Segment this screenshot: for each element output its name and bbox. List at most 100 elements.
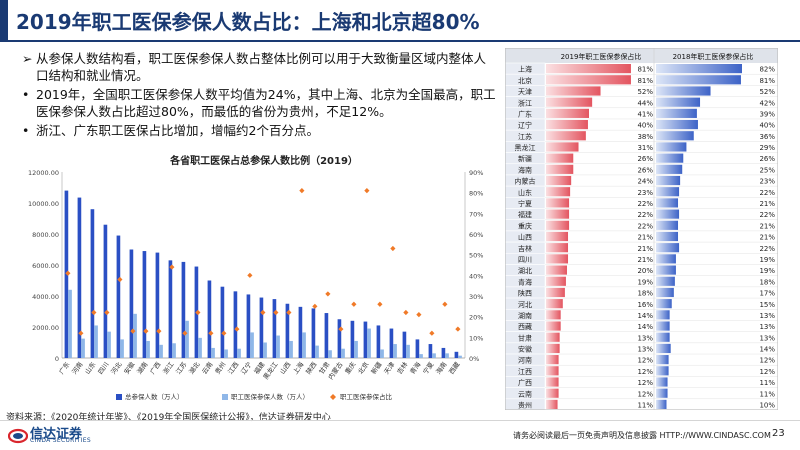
bullet-marker: • bbox=[22, 123, 30, 138]
value-2018: 23% bbox=[759, 178, 775, 186]
bar-2018 bbox=[656, 254, 676, 264]
bullet-text: 从参保人数结构看，职工医保参保人数占整体比例可以用于大致衡量区域内整体人口结构和… bbox=[36, 51, 487, 83]
x-tick-label: 广西 bbox=[148, 360, 163, 376]
title-accent-bar bbox=[0, 0, 8, 42]
x-tick-label: 天津 bbox=[382, 360, 396, 376]
bar-total bbox=[389, 328, 394, 358]
x-tick-label: 内蒙古 bbox=[326, 360, 345, 382]
value-2018: 40% bbox=[759, 122, 775, 130]
bar-2019 bbox=[546, 265, 567, 275]
value-2018: 14% bbox=[759, 346, 775, 354]
row-label: 河南 bbox=[518, 356, 532, 365]
row-label: 重庆 bbox=[518, 221, 532, 230]
x-tick-label: 浙江 bbox=[161, 360, 176, 376]
row-label: 贵州 bbox=[518, 401, 532, 410]
value-2018: 11% bbox=[759, 390, 775, 398]
row-label: 广西 bbox=[518, 378, 532, 387]
row-label: 辽宁 bbox=[518, 121, 532, 130]
value-2018: 36% bbox=[759, 133, 775, 141]
bullet-marker: • bbox=[22, 87, 30, 102]
bar-2019 bbox=[546, 108, 589, 118]
bar-2018 bbox=[656, 287, 674, 298]
x-tick-label: 云南 bbox=[200, 360, 215, 376]
bar-worker bbox=[315, 345, 319, 358]
bar-total bbox=[259, 297, 264, 358]
bar-worker bbox=[263, 342, 267, 358]
value-2018: 22% bbox=[759, 245, 775, 253]
bar-2019 bbox=[546, 276, 566, 286]
ratio-marker bbox=[351, 301, 357, 307]
row-label: 山西 bbox=[518, 233, 532, 242]
x-tick-label: 宁夏 bbox=[421, 360, 436, 376]
bar-worker bbox=[419, 354, 423, 358]
value-2019: 44% bbox=[637, 99, 653, 107]
value-2019: 21% bbox=[637, 256, 653, 264]
bar-total bbox=[363, 321, 368, 358]
bar-total bbox=[207, 280, 212, 358]
bar-worker bbox=[250, 332, 254, 358]
bar-worker bbox=[107, 331, 111, 358]
x-tick-label: 四川 bbox=[96, 361, 110, 376]
value-2019: 12% bbox=[637, 357, 653, 365]
x-tick-label: 西藏 bbox=[447, 360, 462, 376]
value-2019: 26% bbox=[637, 155, 653, 163]
bar-2019 bbox=[546, 75, 631, 85]
row-label: 安徽 bbox=[518, 345, 532, 354]
bar-worker bbox=[120, 339, 124, 358]
value-2018: 21% bbox=[759, 200, 775, 208]
value-2019: 52% bbox=[637, 88, 653, 96]
row-label: 天津 bbox=[518, 88, 532, 96]
y2-tick-label: 70% bbox=[469, 210, 483, 218]
value-2018: 22% bbox=[759, 189, 775, 197]
value-2019: 12% bbox=[637, 368, 653, 376]
bar-2019 bbox=[546, 299, 563, 309]
bar-2018 bbox=[656, 377, 668, 387]
bar-2019 bbox=[546, 366, 559, 376]
value-2019: 24% bbox=[637, 178, 653, 186]
bar-2019 bbox=[546, 231, 569, 242]
value-2018: 15% bbox=[759, 301, 775, 309]
legend-label-ratio: 职工医保参保占比 bbox=[340, 392, 393, 401]
bar-2018 bbox=[656, 64, 742, 74]
bar-2019 bbox=[546, 86, 601, 96]
row-label: 宁夏 bbox=[518, 199, 532, 208]
ratio-marker bbox=[91, 309, 97, 316]
bar-total bbox=[441, 347, 446, 358]
ratio-marker bbox=[117, 276, 123, 283]
chart-title: 各省职工医保占总参保人数比例（2019） bbox=[169, 154, 358, 167]
table-header-bg bbox=[505, 48, 778, 63]
value-2019: 21% bbox=[637, 234, 653, 242]
disclaimer-link[interactable]: 请务必阅读最后一页免责声明及信息披露 HTTP://WWW.CINDASC.CO… bbox=[513, 431, 771, 440]
value-2019: 31% bbox=[637, 144, 653, 152]
x-tick-label: 吉林 bbox=[395, 360, 410, 376]
bar-total bbox=[324, 313, 329, 358]
bar-worker bbox=[68, 289, 72, 358]
x-tick-label: 北京 bbox=[356, 360, 371, 376]
value-2019: 81% bbox=[637, 77, 653, 85]
bar-2018 bbox=[656, 164, 683, 174]
bar-2018 bbox=[656, 231, 679, 242]
legend-label-total: 总参保人数（万人） bbox=[125, 392, 184, 401]
value-2018: 12% bbox=[759, 357, 775, 365]
bar-total bbox=[402, 331, 407, 358]
bar-2019 bbox=[546, 377, 559, 387]
bar-2018 bbox=[656, 276, 675, 286]
bar-worker bbox=[94, 325, 98, 358]
row-label: 内蒙古 bbox=[515, 177, 536, 186]
value-2019: 12% bbox=[637, 390, 653, 398]
bar-worker bbox=[237, 348, 241, 358]
column-header-2019: 2019年职工医保参保占比 bbox=[561, 52, 642, 61]
y-tick-label: 0 bbox=[55, 355, 59, 363]
bar-2018 bbox=[656, 265, 676, 275]
y2-tick-label: 0% bbox=[469, 355, 479, 363]
ratio-marker bbox=[195, 309, 201, 316]
y2-tick-label: 30% bbox=[469, 293, 483, 301]
row-label: 上海 bbox=[518, 65, 532, 74]
bar-worker bbox=[159, 344, 163, 358]
value-2018: 82% bbox=[759, 66, 775, 74]
value-2019: 23% bbox=[637, 189, 653, 197]
bar-2019 bbox=[546, 355, 559, 365]
y2-tick-label: 90% bbox=[469, 169, 483, 177]
value-2019: 22% bbox=[637, 200, 653, 208]
bar-2018 bbox=[656, 366, 669, 376]
